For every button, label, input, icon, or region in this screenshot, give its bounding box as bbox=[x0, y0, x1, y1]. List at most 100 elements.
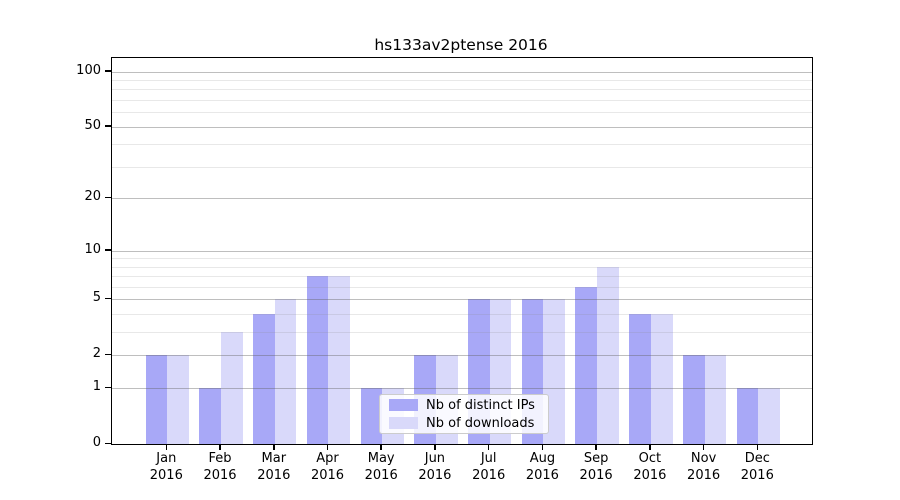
x-tick bbox=[541, 444, 544, 450]
x-tick-year: 2016 bbox=[418, 467, 452, 483]
x-tick-month: Jul bbox=[480, 451, 497, 466]
y-tick bbox=[105, 70, 111, 72]
x-tick-year: 2016 bbox=[579, 467, 613, 483]
x-tick bbox=[434, 444, 436, 450]
gridline-minor bbox=[112, 276, 812, 278]
bar-nb-of-downloads-jan bbox=[167, 355, 189, 444]
x-tick-label: Mar 2016 bbox=[239, 451, 309, 484]
x-tick bbox=[756, 444, 759, 450]
gridline-major bbox=[112, 71, 812, 73]
legend-label: Nb of distinct IPs bbox=[426, 397, 535, 413]
x-tick-month: Dec bbox=[744, 451, 770, 466]
x-tick-label: Oct 2016 bbox=[615, 451, 685, 484]
bar-nb-of-distinct-ips-feb bbox=[199, 388, 222, 444]
y-tick-label: 20 bbox=[84, 189, 101, 205]
bar-nb-of-downloads-feb bbox=[221, 332, 243, 444]
bar-nb-of-downloads-dec bbox=[758, 388, 781, 444]
gridline-minor bbox=[112, 100, 812, 101]
gridline-minor bbox=[112, 166, 812, 168]
x-tick-year: 2016 bbox=[687, 467, 721, 483]
y-tick-label: 5 bbox=[92, 290, 101, 306]
x-tick-year: 2016 bbox=[472, 467, 506, 483]
legend-swatch-nb-of-distinct-ips bbox=[389, 399, 418, 411]
gridline-minor bbox=[112, 314, 812, 316]
x-tick-label: Nov 2016 bbox=[669, 451, 739, 484]
bar-nb-of-distinct-ips-mar bbox=[253, 314, 275, 444]
x-tick-label: Sep 2016 bbox=[561, 451, 631, 484]
y-tick-label: 100 bbox=[76, 62, 101, 78]
y-tick-label: 10 bbox=[84, 241, 101, 257]
x-tick-label: Apr 2016 bbox=[293, 451, 363, 484]
bar-nb-of-distinct-ips-jan bbox=[145, 355, 168, 444]
y-tick bbox=[105, 297, 111, 300]
chart-title: hs133av2ptense 2016 bbox=[374, 36, 548, 54]
x-tick bbox=[326, 444, 329, 450]
gridline-major bbox=[112, 299, 812, 301]
x-tick-year: 2016 bbox=[257, 467, 291, 483]
legend-item: Nb of downloads bbox=[389, 416, 538, 431]
bar-nb-of-distinct-ips-dec bbox=[736, 388, 759, 444]
x-tick-month: Sep bbox=[583, 451, 609, 466]
x-tick bbox=[219, 444, 221, 450]
legend: Nb of distinct IPs Nb of downloads bbox=[379, 394, 549, 434]
bar-nb-of-downloads-nov bbox=[704, 355, 727, 444]
bar-nb-of-downloads-mar bbox=[274, 299, 297, 444]
x-tick bbox=[380, 444, 382, 450]
y-tick-label: 1 bbox=[92, 379, 101, 395]
gridline-minor bbox=[112, 258, 812, 260]
x-tick-year: 2016 bbox=[740, 467, 774, 483]
y-tick-label: 0 bbox=[92, 435, 101, 450]
x-tick bbox=[649, 444, 651, 450]
x-tick-month: Aug bbox=[529, 451, 556, 466]
x-tick bbox=[487, 444, 490, 450]
gridline-major bbox=[112, 198, 812, 200]
x-tick bbox=[702, 444, 705, 450]
x-tick-year: 2016 bbox=[633, 467, 667, 483]
gridline-minor bbox=[112, 332, 812, 334]
y-tick bbox=[105, 442, 111, 445]
x-tick-month: Oct bbox=[638, 451, 662, 466]
bar-nb-of-downloads-apr bbox=[328, 276, 351, 444]
x-tick-year: 2016 bbox=[203, 467, 237, 483]
gridline-minor bbox=[112, 287, 812, 288]
y-tick bbox=[105, 125, 111, 127]
x-tick-month: Apr bbox=[316, 451, 339, 466]
bar-nb-of-distinct-ips-apr bbox=[306, 276, 329, 444]
gridline-minor bbox=[112, 112, 812, 114]
x-tick-month: Mar bbox=[261, 451, 287, 466]
x-tick-year: 2016 bbox=[525, 467, 559, 483]
y-tick-label: 50 bbox=[84, 117, 101, 133]
bar-nb-of-distinct-ips-oct bbox=[629, 314, 651, 444]
x-tick-month: Nov bbox=[690, 451, 717, 466]
x-tick-year: 2016 bbox=[310, 467, 345, 483]
x-tick-label: Jul 2016 bbox=[454, 451, 524, 484]
x-tick-label: Dec 2016 bbox=[722, 451, 792, 484]
x-tick-year: 2016 bbox=[149, 467, 183, 483]
gridline-minor bbox=[112, 80, 812, 81]
x-tick-label: Feb 2016 bbox=[185, 451, 255, 484]
gridline-major bbox=[112, 250, 812, 252]
gridline-minor bbox=[112, 89, 812, 91]
gridline-major bbox=[112, 388, 812, 390]
x-tick bbox=[165, 444, 168, 450]
x-tick bbox=[595, 444, 597, 450]
x-tick-label: Jan 2016 bbox=[131, 451, 201, 484]
y-tick bbox=[105, 386, 111, 389]
y-tick-label: 2 bbox=[92, 346, 101, 362]
y-tick bbox=[105, 196, 111, 199]
bar-nb-of-distinct-ips-nov bbox=[682, 355, 705, 444]
x-tick bbox=[273, 444, 275, 450]
legend-label: Nb of downloads bbox=[426, 415, 535, 431]
bar-nb-of-distinct-ips-sep bbox=[575, 286, 598, 444]
x-tick-label: Jun 2016 bbox=[400, 451, 470, 484]
x-tick-month: May bbox=[367, 451, 395, 466]
bar-nb-of-downloads-oct bbox=[650, 314, 673, 444]
x-tick-month: Jan bbox=[156, 451, 177, 466]
plot-area: Nb of distinct IPs Nb of downloads bbox=[111, 57, 813, 445]
bar-nb-of-distinct-ips-may bbox=[360, 388, 383, 444]
x-tick-label: Aug 2016 bbox=[507, 451, 577, 484]
y-tick bbox=[105, 249, 111, 251]
x-tick-month: Feb bbox=[208, 451, 232, 466]
gridline-minor bbox=[112, 266, 812, 268]
